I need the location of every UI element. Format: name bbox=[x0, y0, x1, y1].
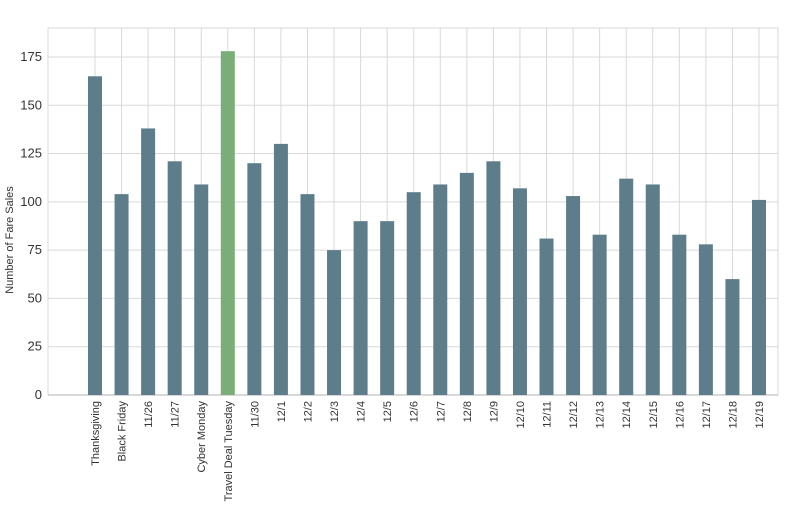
x-tick-label: 12/16 bbox=[674, 401, 686, 429]
bar-12-14 bbox=[619, 178, 634, 395]
x-tick-label: 12/1 bbox=[276, 401, 288, 422]
bar-12-5 bbox=[380, 221, 395, 395]
y-tick-label: 50 bbox=[28, 290, 42, 305]
x-tick-label: 12/18 bbox=[727, 401, 739, 429]
x-tick-label: 12/11 bbox=[542, 401, 554, 428]
bar-12-17 bbox=[698, 244, 713, 395]
bar-12-2 bbox=[300, 194, 315, 395]
bar-12-9 bbox=[486, 161, 501, 395]
x-tick-label: 12/17 bbox=[701, 401, 713, 429]
x-tick-label: 12/19 bbox=[754, 401, 766, 429]
x-tick-label: 12/7 bbox=[435, 401, 447, 422]
y-tick-label: 0 bbox=[35, 387, 42, 402]
x-tick-label: Thanksgiving bbox=[90, 401, 102, 466]
x-tick-label: 12/2 bbox=[302, 401, 314, 422]
x-tick-label: Black Friday bbox=[117, 401, 129, 462]
bar-12-8 bbox=[459, 172, 474, 395]
y-axis-label: Number of Fare Sales bbox=[4, 186, 16, 294]
bar-12-13 bbox=[592, 234, 607, 395]
bar-12-3 bbox=[327, 250, 342, 395]
x-tick-label: 11/27 bbox=[170, 401, 182, 428]
bar-11-27 bbox=[167, 161, 182, 395]
bar-12-11 bbox=[539, 238, 554, 395]
x-tick-label: 12/5 bbox=[382, 401, 394, 422]
bar-12-10 bbox=[512, 188, 527, 395]
bar-12-4 bbox=[353, 221, 368, 395]
x-tick-label: 12/14 bbox=[621, 401, 633, 429]
bar-12-19 bbox=[752, 199, 766, 395]
x-tick-label: 12/8 bbox=[462, 401, 474, 422]
x-tick-label: 12/15 bbox=[648, 401, 660, 429]
x-tick-label: 12/4 bbox=[356, 401, 368, 422]
x-tick-label: 12/9 bbox=[488, 401, 500, 422]
x-tick-label: 12/13 bbox=[595, 401, 607, 429]
bar-12-18 bbox=[725, 279, 740, 395]
bar-12-15 bbox=[645, 184, 660, 395]
x-tick-label: 12/10 bbox=[515, 401, 527, 429]
bar-11-26 bbox=[141, 128, 156, 395]
bar-12-1 bbox=[273, 143, 288, 395]
bar-black-friday bbox=[114, 194, 129, 395]
x-tick-label: 12/6 bbox=[409, 401, 421, 422]
y-tick-label: 25 bbox=[28, 339, 42, 354]
y-tick-label: 175 bbox=[20, 49, 42, 64]
bar-12-12 bbox=[566, 196, 581, 395]
x-tick-label: 11/30 bbox=[249, 401, 261, 428]
x-tick-label: 12/12 bbox=[568, 401, 580, 429]
bar-cyber-monday bbox=[194, 184, 209, 395]
bar-12-6 bbox=[406, 192, 421, 395]
x-tick-label: Cyber Monday bbox=[196, 401, 208, 473]
bar-12-16 bbox=[672, 234, 687, 395]
y-axis-ticks: 0 25 50 75 100 125 150 175 bbox=[20, 49, 42, 402]
y-tick-label: 100 bbox=[20, 194, 42, 209]
bar-thanksgiving bbox=[88, 76, 102, 395]
bar-travel-deal-tuesday bbox=[220, 51, 235, 395]
x-axis-ticks: Thanksgiving Black Friday 11/26 11/27 Cyber … bbox=[90, 401, 766, 502]
bar-series bbox=[88, 51, 766, 395]
x-tick-label: 12/3 bbox=[329, 401, 341, 422]
bar-12-7 bbox=[433, 184, 448, 395]
y-tick-label: 150 bbox=[20, 97, 42, 112]
x-tick-label: 11/26 bbox=[143, 401, 155, 428]
bar-11-30 bbox=[247, 163, 262, 395]
x-tick-label: Travel Deal Tuesday bbox=[223, 401, 235, 502]
y-tick-label: 75 bbox=[28, 242, 42, 257]
y-tick-label: 125 bbox=[20, 146, 42, 161]
